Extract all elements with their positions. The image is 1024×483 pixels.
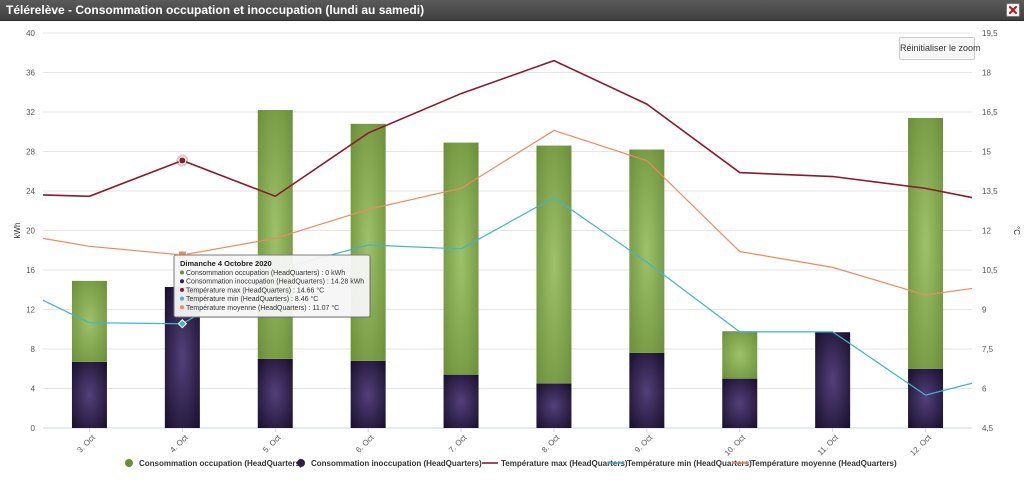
y2-tick-label: 9 (982, 306, 987, 315)
y-tick-label: 28 (26, 148, 35, 157)
tooltip-line: Température min (HeadQuarters) : 8.46 °C (186, 295, 318, 303)
line-tmoy (42, 129, 973, 296)
y-axis-title: kWh (13, 223, 22, 239)
tooltip-line: Température moyenne (HeadQuarters) : 11.… (186, 304, 339, 312)
y2-tick-label: 18 (982, 69, 991, 78)
tooltip-box (173, 254, 371, 318)
tooltip-bullet (180, 287, 184, 292)
bar-inoccupation (629, 352, 665, 428)
y2-tick-label: 12 (982, 227, 991, 236)
x-tick-label: 11. Oct (816, 433, 841, 458)
x-tick-label: 7. Oct (447, 433, 469, 455)
y-tick-label: 36 (26, 69, 35, 78)
bar-occupation (722, 331, 758, 379)
window-title: Télérelève - Consommation occupation et … (6, 3, 425, 17)
tooltip-bullet (180, 270, 184, 275)
x-tick-label: 8. Oct (540, 433, 562, 455)
y-tick-label: 0 (31, 424, 36, 433)
tooltip-bullet (180, 279, 184, 284)
y-tick-label: 40 (26, 29, 35, 38)
y2-tick-label: 13,5 (982, 187, 998, 196)
y2-tick-label: 6 (982, 385, 987, 394)
tooltip-bullet (180, 305, 184, 310)
y2-tick-label: 16,5 (982, 108, 998, 117)
y-tick-label: 4 (31, 385, 36, 394)
y-tick-label: 32 (26, 108, 35, 117)
y2-tick-label: 15 (982, 148, 991, 157)
bar-occupation (350, 123, 386, 361)
y2-tick-label: 19,5 (982, 29, 998, 38)
legend-item: Température max (HeadQuarters) (501, 459, 628, 468)
x-tick-label: 12. Oct (908, 433, 933, 458)
y-tick-label: 12 (26, 306, 35, 315)
marker-tmax (178, 156, 187, 165)
close-icon[interactable] (1006, 3, 1020, 17)
reset-zoom-button[interactable]: Réinitialiser le zoom (899, 37, 981, 60)
chart: 0 4 8 12 16 20 24 28 32 36 40 4,5 6 7,5 9 10,5 12 13,5 15 1… (13, 29, 1021, 468)
bar-inoccupation (722, 378, 758, 428)
line-tmin (42, 196, 973, 396)
window-titlebar: Télérelève - Consommation occupation et … (0, 0, 1024, 21)
legend: Consommation occupation (HeadQuarters) Co… (125, 459, 897, 468)
x-tick-label: 3. Oct (75, 433, 97, 455)
y2-tick-label: 7,5 (982, 345, 994, 354)
bar-inoccupation (443, 374, 479, 428)
bar-inoccupation (815, 332, 851, 428)
tooltip: Dimanche 4 Octobre 2020 Consommation occu… (173, 254, 371, 318)
bar-inoccupation (71, 361, 107, 428)
bar-occupation (629, 149, 665, 353)
tooltip-bullet (180, 296, 184, 301)
y2-tick-label: 10,5 (982, 266, 998, 275)
y-tick-label: 20 (26, 227, 35, 236)
bar-occupation (443, 142, 479, 375)
tooltip-line: Température max (HeadQuarters) : 14.66 °… (186, 286, 324, 294)
bar-occupation (71, 280, 107, 362)
bar-inoccupation (536, 383, 572, 428)
x-tick-label: 9. Oct (633, 433, 655, 455)
x-tick-label: 4. Oct (168, 433, 190, 455)
tooltip-title: Dimanche 4 Octobre 2020 (180, 259, 272, 268)
bar-occupation (536, 145, 572, 384)
marker-tmin (177, 319, 188, 329)
legend-symbol (125, 459, 133, 467)
x-tick-label: 10. Oct (723, 433, 748, 458)
legend-item: Température min (HeadQuarters) (627, 459, 752, 468)
x-tick-label: 5. Oct (261, 433, 283, 455)
line-tmax (42, 59, 973, 199)
bar-inoccupation (350, 360, 386, 428)
legend-item: Consommation inoccupation (HeadQuarters) (311, 459, 482, 468)
bar-inoccupation (908, 368, 944, 428)
bar-occupation (908, 117, 944, 369)
bar-inoccupation (257, 358, 293, 428)
y-tick-label: 24 (26, 187, 35, 196)
legend-item: Température moyenne (HeadQuarters) (751, 459, 897, 468)
tooltip-line: Consommation inoccupation (HeadQuarters)… (186, 279, 364, 286)
legend-item: Consommation occupation (HeadQuarters) (139, 459, 303, 468)
tooltip-line: Consommation occupation (HeadQuarters) :… (186, 270, 345, 277)
y-tick-label: 16 (26, 266, 35, 275)
x-tick-label: 6. Oct (354, 433, 376, 455)
legend-symbol (297, 459, 305, 467)
y-tick-label: 8 (31, 345, 36, 354)
y2-axis-title: °C (1012, 226, 1021, 235)
y2-tick-label: 4,5 (982, 424, 994, 433)
